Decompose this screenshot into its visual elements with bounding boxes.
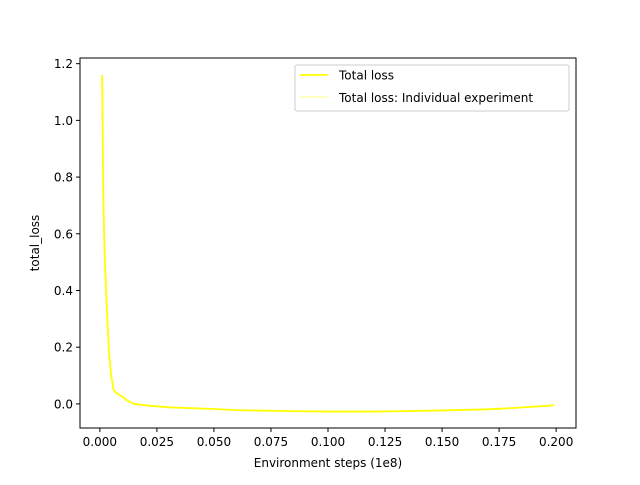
y-tick-label: 0.6 [54, 227, 73, 241]
legend-label-total-loss: Total loss [338, 69, 394, 83]
series-line-total-loss [101, 75, 554, 413]
x-axis-ticks: 0.000 0.025 0.050 0.075 0.100 0.125 0.150 0.175… [83, 428, 573, 449]
legend: Total loss Total loss: Individual experi… [294, 64, 570, 112]
x-tick-label: 0.125 [368, 435, 402, 449]
y-tick-label: 1.2 [54, 57, 73, 71]
y-tick-label: 0.0 [54, 397, 73, 411]
x-tick-label: 0.200 [539, 435, 573, 449]
y-tick-label: 1.0 [54, 114, 73, 128]
x-tick-label: 0.025 [140, 435, 174, 449]
y-axis-label: total_loss [28, 215, 42, 272]
x-tick-label: 0.000 [83, 435, 117, 449]
y-tick-label: 0.8 [54, 171, 73, 185]
legend-label-individual-experiment: Total loss: Individual experiment [338, 91, 533, 105]
y-axis-ticks: 0.0 0.2 0.4 0.6 0.8 1.0 1.2 [54, 57, 80, 411]
legend-box [294, 64, 570, 112]
y-tick-label: 0.4 [54, 284, 73, 298]
x-tick-label: 0.175 [482, 435, 516, 449]
x-tick-label: 0.075 [254, 435, 288, 449]
series-layer [101, 75, 554, 413]
x-axis-label: Environment steps (1e8) [254, 456, 402, 470]
x-tick-label: 0.100 [311, 435, 345, 449]
x-tick-label: 0.150 [425, 435, 459, 449]
x-tick-label: 0.050 [197, 435, 231, 449]
y-tick-label: 0.2 [54, 341, 73, 355]
